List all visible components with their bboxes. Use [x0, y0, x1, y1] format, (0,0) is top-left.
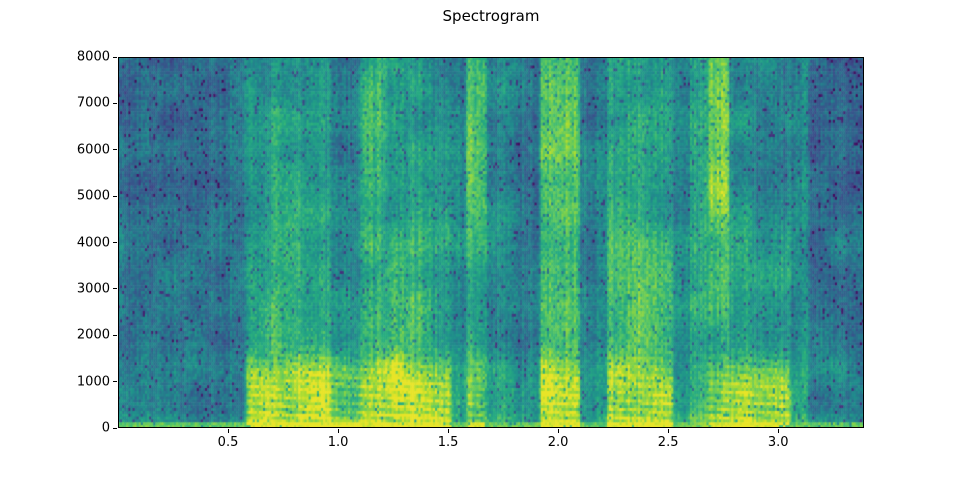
y-tick-mark: [113, 56, 117, 58]
y-tick-mark: [113, 149, 117, 151]
y-tick-mark: [113, 242, 117, 243]
plot-area: [118, 57, 864, 428]
x-tick-label: 1.5: [437, 435, 459, 450]
y-tick-label: 7000: [76, 95, 110, 111]
y-tick-label: 2000: [76, 327, 110, 343]
x-tick-label: 3.0: [767, 435, 789, 450]
chart-title: Spectrogram: [442, 7, 540, 25]
x-tick-label: 2.0: [547, 435, 569, 450]
y-tick-mark: [113, 288, 117, 290]
x-tick-mark: [447, 429, 449, 433]
y-tick-mark: [113, 381, 117, 383]
x-tick-mark: [557, 429, 559, 433]
x-tick-mark: [667, 429, 669, 433]
x-tick-mark: [777, 429, 779, 433]
y-tick-label: 8000: [76, 49, 110, 65]
x-tick-mark: [227, 429, 229, 433]
y-tick-mark: [113, 334, 117, 336]
x-tick-label: 0.5: [217, 435, 239, 450]
y-tick-label: 5000: [76, 188, 110, 204]
y-tick-label: 1000: [76, 374, 110, 390]
y-tick-label: 0: [101, 420, 110, 436]
y-tick-label: 3000: [76, 281, 110, 297]
y-tick-label: 4000: [76, 235, 110, 250]
y-tick-label: 6000: [76, 142, 110, 158]
x-tick-mark: [337, 429, 339, 433]
y-tick-mark: [113, 195, 117, 197]
x-tick-label: 1.0: [327, 435, 349, 450]
y-tick-mark: [113, 427, 117, 429]
spectrogram-canvas: [118, 57, 864, 428]
x-tick-label: 2.5: [657, 435, 679, 450]
y-tick-mark: [113, 102, 117, 104]
